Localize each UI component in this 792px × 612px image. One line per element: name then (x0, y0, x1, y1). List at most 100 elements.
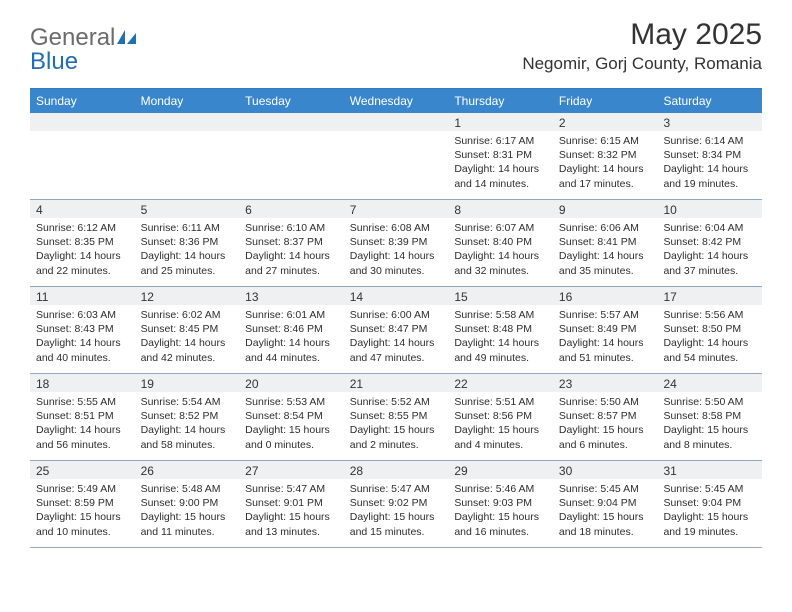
sunset-text: Sunset: 8:47 PM (350, 322, 443, 336)
sunrise-text: Sunrise: 5:53 AM (245, 395, 338, 409)
daylight-text: Daylight: 14 hours and 49 minutes. (454, 336, 547, 364)
day-cell: 27Sunrise: 5:47 AMSunset: 9:01 PMDayligh… (239, 461, 344, 547)
day-number (30, 113, 135, 131)
day-cell: 7Sunrise: 6:08 AMSunset: 8:39 PMDaylight… (344, 200, 449, 286)
day-cell (30, 113, 135, 199)
sunrise-text: Sunrise: 5:51 AM (454, 395, 547, 409)
day-details: Sunrise: 5:45 AMSunset: 9:04 PMDaylight:… (553, 479, 658, 544)
sunset-text: Sunset: 9:04 PM (663, 496, 756, 510)
day-cell: 20Sunrise: 5:53 AMSunset: 8:54 PMDayligh… (239, 374, 344, 460)
sunrise-text: Sunrise: 5:58 AM (454, 308, 547, 322)
sunrise-text: Sunrise: 6:12 AM (36, 221, 129, 235)
sunset-text: Sunset: 8:58 PM (663, 409, 756, 423)
day-cell: 8Sunrise: 6:07 AMSunset: 8:40 PMDaylight… (448, 200, 553, 286)
day-number: 19 (135, 374, 240, 392)
sunset-text: Sunset: 8:31 PM (454, 148, 547, 162)
sunset-text: Sunset: 8:57 PM (559, 409, 652, 423)
sunset-text: Sunset: 8:40 PM (454, 235, 547, 249)
daylight-text: Daylight: 14 hours and 44 minutes. (245, 336, 338, 364)
sunrise-text: Sunrise: 5:54 AM (141, 395, 234, 409)
sunset-text: Sunset: 8:52 PM (141, 409, 234, 423)
daylight-text: Daylight: 15 hours and 11 minutes. (141, 510, 234, 538)
sunrise-text: Sunrise: 6:04 AM (663, 221, 756, 235)
sunrise-text: Sunrise: 5:50 AM (559, 395, 652, 409)
sunrise-text: Sunrise: 6:03 AM (36, 308, 129, 322)
sunset-text: Sunset: 8:55 PM (350, 409, 443, 423)
day-details: Sunrise: 6:12 AMSunset: 8:35 PMDaylight:… (30, 218, 135, 283)
day-cell: 30Sunrise: 5:45 AMSunset: 9:04 PMDayligh… (553, 461, 658, 547)
sunrise-text: Sunrise: 6:00 AM (350, 308, 443, 322)
day-details: Sunrise: 6:06 AMSunset: 8:41 PMDaylight:… (553, 218, 658, 283)
daylight-text: Daylight: 15 hours and 19 minutes. (663, 510, 756, 538)
sunset-text: Sunset: 8:56 PM (454, 409, 547, 423)
day-number: 17 (657, 287, 762, 305)
day-cell: 26Sunrise: 5:48 AMSunset: 9:00 PMDayligh… (135, 461, 240, 547)
daylight-text: Daylight: 14 hours and 42 minutes. (141, 336, 234, 364)
daylight-text: Daylight: 14 hours and 30 minutes. (350, 249, 443, 277)
day-cell: 15Sunrise: 5:58 AMSunset: 8:48 PMDayligh… (448, 287, 553, 373)
daylight-text: Daylight: 15 hours and 16 minutes. (454, 510, 547, 538)
dayheader-monday: Monday (135, 89, 240, 113)
sunset-text: Sunset: 8:45 PM (141, 322, 234, 336)
daylight-text: Daylight: 15 hours and 13 minutes. (245, 510, 338, 538)
day-number: 29 (448, 461, 553, 479)
day-number: 9 (553, 200, 658, 218)
day-cell: 2Sunrise: 6:15 AMSunset: 8:32 PMDaylight… (553, 113, 658, 199)
day-details: Sunrise: 6:01 AMSunset: 8:46 PMDaylight:… (239, 305, 344, 370)
calendar: Sunday Monday Tuesday Wednesday Thursday… (30, 88, 762, 548)
day-number: 5 (135, 200, 240, 218)
header: General May 2025 Negomir, Gorj County, R… (0, 0, 792, 82)
sunrise-text: Sunrise: 5:46 AM (454, 482, 547, 496)
day-details: Sunrise: 5:54 AMSunset: 8:52 PMDaylight:… (135, 392, 240, 457)
sunset-text: Sunset: 8:41 PM (559, 235, 652, 249)
sunrise-text: Sunrise: 5:45 AM (559, 482, 652, 496)
day-number: 28 (344, 461, 449, 479)
day-number: 1 (448, 113, 553, 131)
sunrise-text: Sunrise: 6:08 AM (350, 221, 443, 235)
daylight-text: Daylight: 15 hours and 4 minutes. (454, 423, 547, 451)
sunset-text: Sunset: 8:34 PM (663, 148, 756, 162)
daylight-text: Daylight: 14 hours and 32 minutes. (454, 249, 547, 277)
sunset-text: Sunset: 9:01 PM (245, 496, 338, 510)
day-details: Sunrise: 5:58 AMSunset: 8:48 PMDaylight:… (448, 305, 553, 370)
daylight-text: Daylight: 14 hours and 14 minutes. (454, 162, 547, 190)
sunset-text: Sunset: 8:54 PM (245, 409, 338, 423)
day-cell (135, 113, 240, 199)
daylight-text: Daylight: 14 hours and 22 minutes. (36, 249, 129, 277)
day-details: Sunrise: 5:53 AMSunset: 8:54 PMDaylight:… (239, 392, 344, 457)
day-number: 16 (553, 287, 658, 305)
sunset-text: Sunset: 8:35 PM (36, 235, 129, 249)
daylight-text: Daylight: 15 hours and 18 minutes. (559, 510, 652, 538)
sunrise-text: Sunrise: 5:57 AM (559, 308, 652, 322)
day-details: Sunrise: 5:49 AMSunset: 8:59 PMDaylight:… (30, 479, 135, 544)
day-cell: 14Sunrise: 6:00 AMSunset: 8:47 PMDayligh… (344, 287, 449, 373)
day-details: Sunrise: 5:48 AMSunset: 9:00 PMDaylight:… (135, 479, 240, 544)
day-number: 24 (657, 374, 762, 392)
sunrise-text: Sunrise: 6:15 AM (559, 134, 652, 148)
sunset-text: Sunset: 8:49 PM (559, 322, 652, 336)
day-cell: 17Sunrise: 5:56 AMSunset: 8:50 PMDayligh… (657, 287, 762, 373)
day-cell: 25Sunrise: 5:49 AMSunset: 8:59 PMDayligh… (30, 461, 135, 547)
sunrise-text: Sunrise: 6:01 AM (245, 308, 338, 322)
day-cell: 4Sunrise: 6:12 AMSunset: 8:35 PMDaylight… (30, 200, 135, 286)
day-cell: 16Sunrise: 5:57 AMSunset: 8:49 PMDayligh… (553, 287, 658, 373)
daylight-text: Daylight: 15 hours and 6 minutes. (559, 423, 652, 451)
sunset-text: Sunset: 9:02 PM (350, 496, 443, 510)
sunrise-text: Sunrise: 6:07 AM (454, 221, 547, 235)
daylight-text: Daylight: 14 hours and 54 minutes. (663, 336, 756, 364)
sunrise-text: Sunrise: 5:52 AM (350, 395, 443, 409)
day-number: 30 (553, 461, 658, 479)
dayheader-saturday: Saturday (657, 89, 762, 113)
sunrise-text: Sunrise: 6:14 AM (663, 134, 756, 148)
day-details: Sunrise: 5:47 AMSunset: 9:01 PMDaylight:… (239, 479, 344, 544)
sunrise-text: Sunrise: 5:48 AM (141, 482, 234, 496)
day-number: 12 (135, 287, 240, 305)
day-cell: 6Sunrise: 6:10 AMSunset: 8:37 PMDaylight… (239, 200, 344, 286)
week-row: 25Sunrise: 5:49 AMSunset: 8:59 PMDayligh… (30, 461, 762, 548)
day-cell: 5Sunrise: 6:11 AMSunset: 8:36 PMDaylight… (135, 200, 240, 286)
day-details: Sunrise: 6:03 AMSunset: 8:43 PMDaylight:… (30, 305, 135, 370)
day-details: Sunrise: 5:57 AMSunset: 8:49 PMDaylight:… (553, 305, 658, 370)
day-number: 20 (239, 374, 344, 392)
dayheader-tuesday: Tuesday (239, 89, 344, 113)
sunset-text: Sunset: 8:39 PM (350, 235, 443, 249)
